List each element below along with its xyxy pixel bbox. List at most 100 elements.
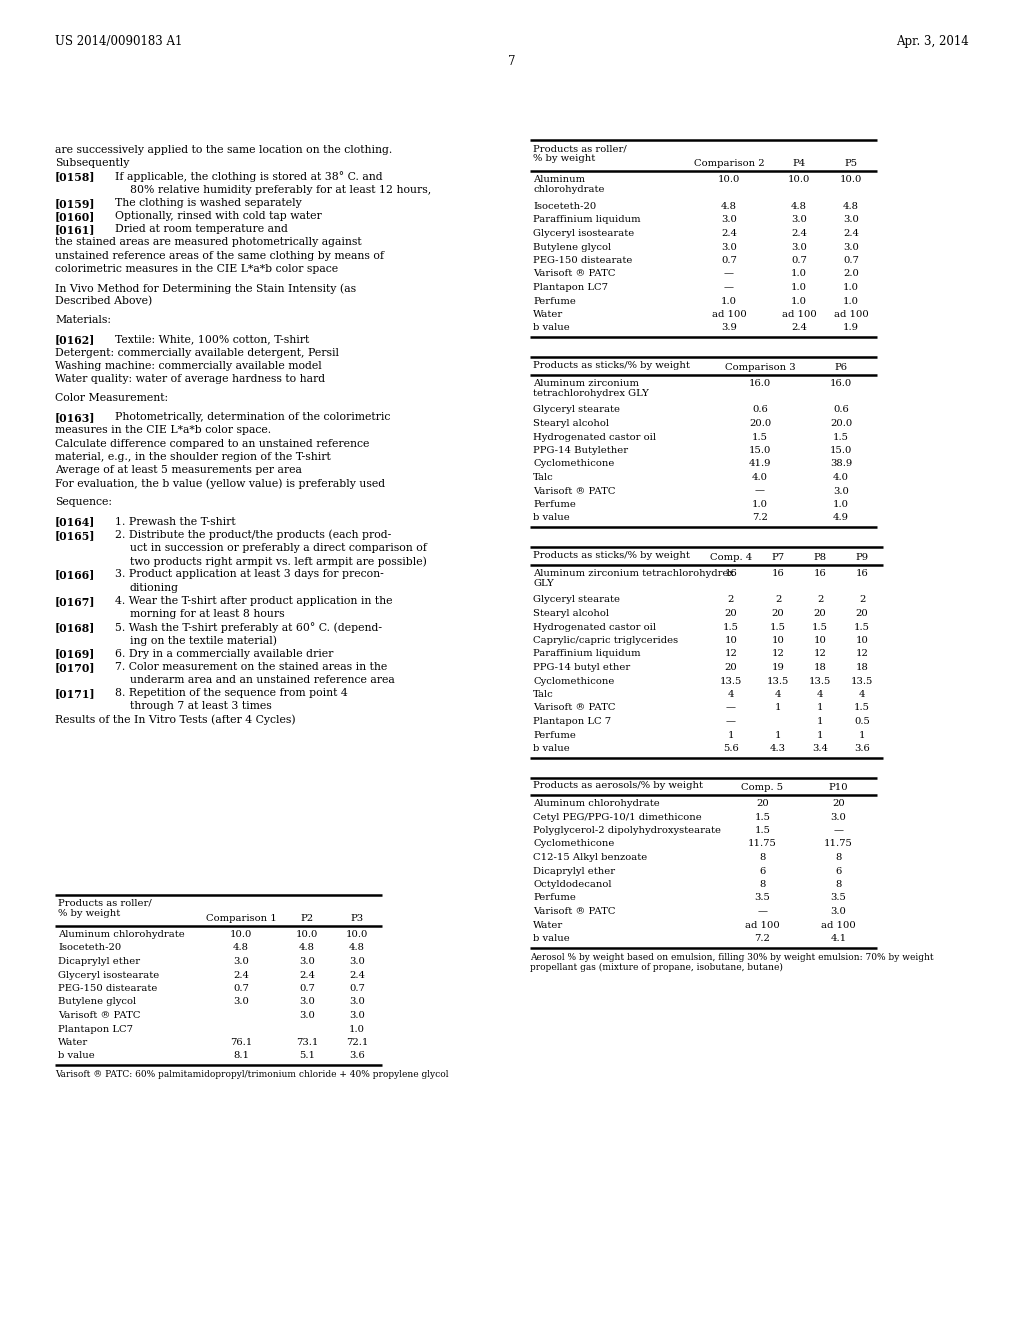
Text: 2.4: 2.4 [233, 970, 249, 979]
Text: two products right armpit vs. left armpit are possible): two products right armpit vs. left armpi… [130, 556, 427, 566]
Text: Water: Water [58, 1038, 88, 1047]
Text: 3.0: 3.0 [299, 957, 315, 966]
Text: 13.5: 13.5 [767, 676, 790, 685]
Text: Glyceryl isostearate: Glyceryl isostearate [534, 228, 634, 238]
Text: 19: 19 [771, 663, 784, 672]
Text: [0159]: [0159] [55, 198, 95, 209]
Text: 2: 2 [859, 595, 865, 605]
Text: 3.0: 3.0 [349, 1011, 365, 1020]
Text: —: — [758, 907, 768, 916]
Text: 1.0: 1.0 [843, 282, 859, 292]
Text: 1.0: 1.0 [833, 500, 849, 510]
Text: 1.5: 1.5 [755, 813, 770, 821]
Text: 20: 20 [756, 799, 769, 808]
Text: Textile: White, 100% cotton, T-shirt: Textile: White, 100% cotton, T-shirt [115, 334, 309, 345]
Text: 2: 2 [817, 595, 823, 605]
Text: 0.7: 0.7 [233, 983, 249, 993]
Text: The clothing is washed separately: The clothing is washed separately [115, 198, 302, 207]
Text: 3.0: 3.0 [349, 957, 365, 966]
Text: Calculate difference compared to an unstained reference: Calculate difference compared to an unst… [55, 438, 370, 449]
Text: 3.0: 3.0 [233, 998, 249, 1006]
Text: 4.0: 4.0 [752, 473, 768, 482]
Text: Cetyl PEG/PPG-10/1 dimethicone: Cetyl PEG/PPG-10/1 dimethicone [534, 813, 701, 821]
Text: P3: P3 [350, 913, 364, 923]
Text: 1: 1 [775, 704, 781, 713]
Text: 38.9: 38.9 [829, 459, 852, 469]
Text: 8: 8 [760, 880, 766, 888]
Text: 0.6: 0.6 [752, 405, 768, 414]
Text: Dried at room temperature and: Dried at room temperature and [115, 224, 288, 234]
Text: Aluminum chlorohydrate: Aluminum chlorohydrate [534, 799, 659, 808]
Text: 1.5: 1.5 [833, 433, 849, 441]
Text: b value: b value [534, 513, 569, 523]
Text: Aluminum
chlorohydrate: Aluminum chlorohydrate [534, 176, 604, 194]
Text: 10: 10 [725, 636, 737, 645]
Text: 20: 20 [856, 609, 868, 618]
Text: Glyceryl isostearate: Glyceryl isostearate [58, 970, 160, 979]
Text: 80% relative humidity preferably for at least 12 hours,: 80% relative humidity preferably for at … [130, 185, 431, 194]
Text: 1.5: 1.5 [752, 433, 768, 441]
Text: 3.0: 3.0 [843, 243, 859, 252]
Text: 11.75: 11.75 [824, 840, 853, 849]
Text: 4.8: 4.8 [721, 202, 737, 211]
Text: Products as sticks/% by weight: Products as sticks/% by weight [534, 360, 690, 370]
Text: Stearyl alcohol: Stearyl alcohol [534, 609, 609, 618]
Text: —: — [755, 487, 765, 495]
Text: Polyglycerol-2 dipolyhydroxystearate: Polyglycerol-2 dipolyhydroxystearate [534, 826, 721, 836]
Text: 0.7: 0.7 [721, 256, 737, 265]
Text: —: — [724, 269, 734, 279]
Text: 2.4: 2.4 [349, 970, 365, 979]
Text: are successively applied to the same location on the clothing.: are successively applied to the same loc… [55, 145, 392, 154]
Text: Perfume: Perfume [534, 297, 575, 305]
Text: —: — [726, 704, 736, 713]
Text: 1: 1 [728, 730, 734, 739]
Text: P9: P9 [855, 553, 868, 561]
Text: 3. Product application at least 3 days for precon-: 3. Product application at least 3 days f… [115, 569, 384, 579]
Text: 0.5: 0.5 [854, 717, 870, 726]
Text: 4. Wear the T-shirt after product application in the: 4. Wear the T-shirt after product applic… [115, 595, 392, 606]
Text: 3.9: 3.9 [721, 323, 737, 333]
Text: 3.0: 3.0 [721, 215, 737, 224]
Text: ad 100: ad 100 [821, 920, 856, 929]
Text: Products as roller/
% by weight: Products as roller/ % by weight [534, 144, 627, 164]
Text: 3.0: 3.0 [721, 243, 737, 252]
Text: 1.0: 1.0 [752, 500, 768, 510]
Text: Comparison 2: Comparison 2 [693, 158, 764, 168]
Text: 3.0: 3.0 [299, 1011, 315, 1020]
Text: Cyclomethicone: Cyclomethicone [534, 840, 614, 849]
Text: 6: 6 [760, 866, 766, 875]
Text: 16.0: 16.0 [829, 379, 852, 388]
Text: Varisoft ® PATC: Varisoft ® PATC [534, 907, 615, 916]
Text: uct in succession or preferably a direct comparison of: uct in succession or preferably a direct… [130, 543, 427, 553]
Text: 3.0: 3.0 [233, 957, 249, 966]
Text: b value: b value [534, 935, 569, 942]
Text: P2: P2 [300, 913, 313, 923]
Text: b value: b value [534, 323, 569, 333]
Text: [0168]: [0168] [55, 622, 95, 634]
Text: 3.6: 3.6 [349, 1052, 365, 1060]
Text: Comparison 1: Comparison 1 [206, 913, 276, 923]
Text: 10: 10 [856, 636, 868, 645]
Text: Results of the In Vitro Tests (after 4 Cycles): Results of the In Vitro Tests (after 4 C… [55, 714, 296, 725]
Text: [0163]: [0163] [55, 412, 95, 424]
Text: [0170]: [0170] [55, 661, 95, 673]
Text: [0166]: [0166] [55, 569, 95, 581]
Text: 4.1: 4.1 [830, 935, 847, 942]
Text: unstained reference areas of the same clothing by means of: unstained reference areas of the same cl… [55, 251, 384, 260]
Text: ad 100: ad 100 [745, 920, 780, 929]
Text: Varisoft ® PATC: Varisoft ® PATC [58, 1011, 140, 1020]
Text: Color Measurement:: Color Measurement: [55, 393, 168, 403]
Text: 4.8: 4.8 [791, 202, 807, 211]
Text: 4: 4 [775, 690, 781, 700]
Text: 7.2: 7.2 [752, 513, 768, 523]
Text: 1.9: 1.9 [843, 323, 859, 333]
Text: ad 100: ad 100 [712, 310, 746, 319]
Text: 2.0: 2.0 [843, 269, 859, 279]
Text: Isoceteth-20: Isoceteth-20 [58, 944, 121, 953]
Text: In Vivo Method for Determining the Stain Intensity (as: In Vivo Method for Determining the Stain… [55, 282, 356, 293]
Text: 8. Repetition of the sequence from point 4: 8. Repetition of the sequence from point… [115, 688, 348, 698]
Text: Dicaprylyl ether: Dicaprylyl ether [58, 957, 140, 966]
Text: 1.5: 1.5 [854, 704, 870, 713]
Text: [0164]: [0164] [55, 516, 95, 528]
Text: Cyclomethicone: Cyclomethicone [534, 676, 614, 685]
